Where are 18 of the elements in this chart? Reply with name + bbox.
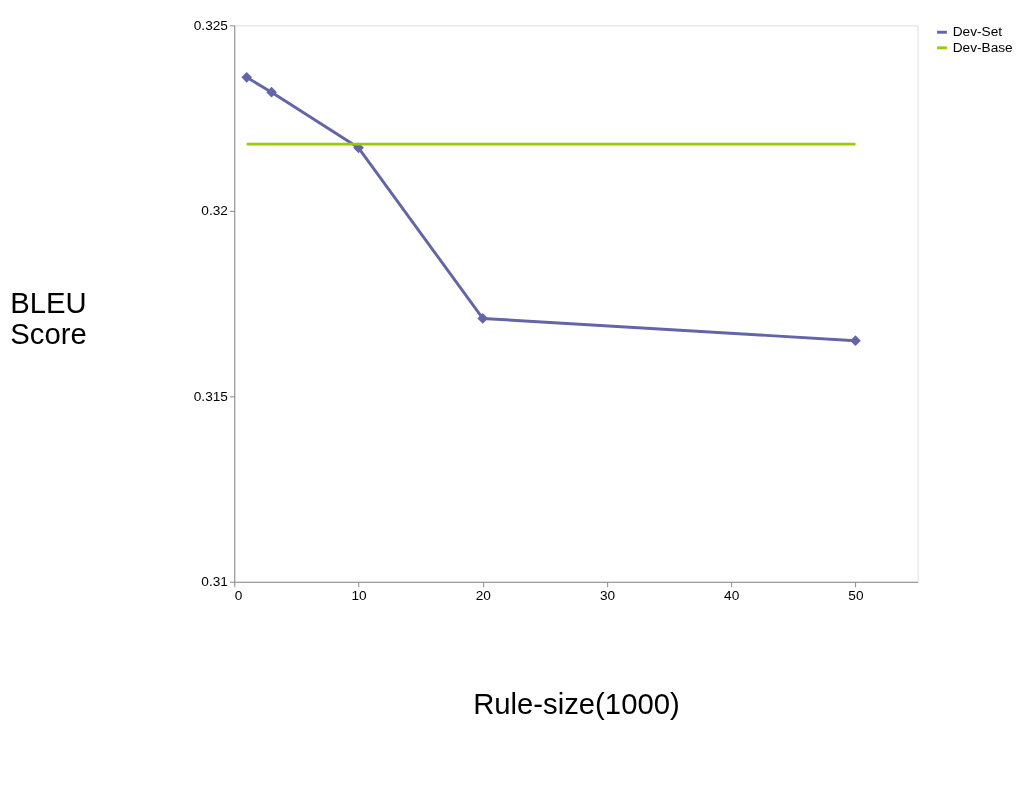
- point: [477, 313, 489, 324]
- point: [241, 71, 253, 83]
- legend-label: Dev-Set: [952, 24, 1003, 40]
- point: [266, 86, 277, 98]
- x-tick-label: 50: [848, 587, 864, 603]
- y-tick-label: 0.315: [193, 388, 229, 404]
- x-axis-title: Rule-size(1000): [473, 687, 680, 721]
- x-tick-label: 10: [351, 587, 367, 603]
- y-axis-title: BLEU Score: [10, 285, 87, 351]
- y-tick-label: 0.32: [201, 203, 228, 219]
- x-tick-label: 30: [599, 587, 616, 603]
- y-tick-label: 0.31: [201, 574, 228, 590]
- point: [850, 335, 861, 347]
- legend-label: Dev-Base: [952, 39, 1013, 55]
- y-tick-label: 0.325: [193, 17, 229, 33]
- x-tick-label: 20: [475, 587, 492, 603]
- x-tick-label: 40: [724, 587, 740, 603]
- x-tick-label: 0: [234, 587, 243, 603]
